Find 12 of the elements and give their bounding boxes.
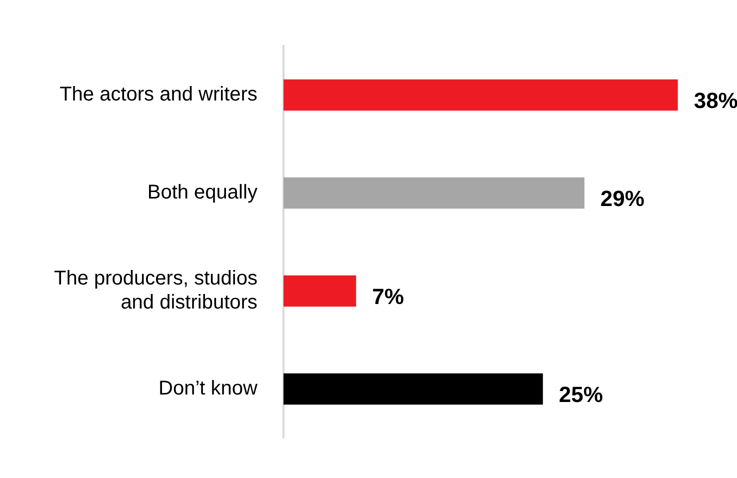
data-label: 7%: [372, 284, 404, 310]
bar: [283, 79, 678, 111]
data-label: 25%: [558, 382, 603, 408]
y-tick-label: Both equally: [147, 182, 258, 204]
data-label: 38%: [694, 88, 737, 114]
y-tick-label: The producers, studios and distributors: [54, 268, 258, 314]
y-tick-label: The actors and writers: [60, 84, 258, 106]
bar: [283, 373, 543, 405]
bar: [283, 177, 584, 209]
data-label: 29%: [600, 186, 644, 212]
y-tick-label: Don’t know: [158, 378, 258, 400]
bar: [283, 275, 356, 307]
